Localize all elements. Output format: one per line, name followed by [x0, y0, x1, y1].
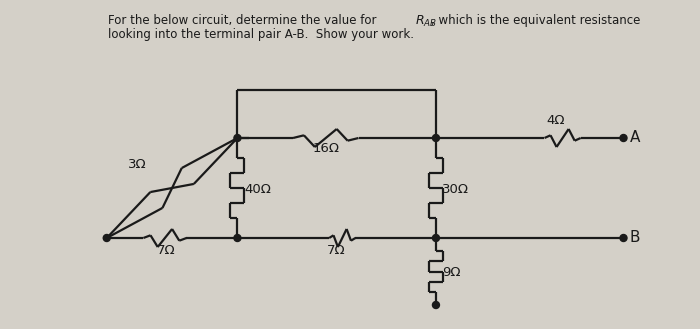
Text: looking into the terminal pair A-B.  Show your work.: looking into the terminal pair A-B. Show… — [108, 28, 414, 41]
Text: B: B — [629, 230, 640, 245]
Circle shape — [104, 235, 110, 241]
Circle shape — [620, 235, 627, 241]
Text: 7Ω: 7Ω — [156, 244, 175, 257]
Text: 30Ω: 30Ω — [442, 183, 469, 196]
Circle shape — [433, 301, 440, 309]
Text: 4Ω: 4Ω — [547, 114, 565, 127]
Circle shape — [234, 235, 241, 241]
Circle shape — [234, 135, 241, 141]
Text: , which is the equivalent resistance: , which is the equivalent resistance — [431, 14, 640, 27]
Text: 3Ω: 3Ω — [129, 158, 147, 171]
Text: 40Ω: 40Ω — [244, 183, 272, 196]
Circle shape — [433, 235, 440, 241]
Text: 9Ω: 9Ω — [442, 266, 461, 280]
Circle shape — [433, 135, 440, 141]
Text: 7Ω: 7Ω — [327, 244, 345, 257]
Text: $R_{AB}$: $R_{AB}$ — [415, 14, 437, 29]
Text: 16Ω: 16Ω — [313, 142, 340, 155]
Text: For the below circuit, determine the value for: For the below circuit, determine the val… — [108, 14, 380, 27]
Circle shape — [620, 135, 627, 141]
Text: A: A — [629, 130, 640, 145]
